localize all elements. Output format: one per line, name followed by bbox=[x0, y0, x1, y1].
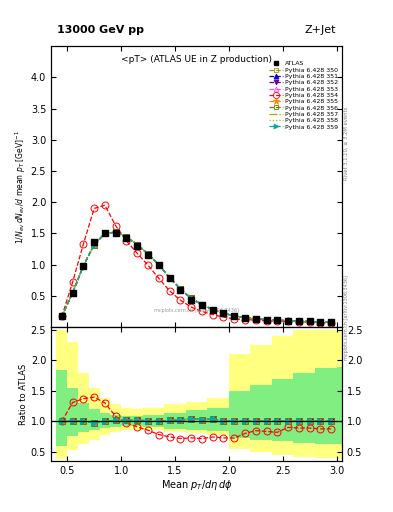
Legend: ATLAS, Pythia 6.428 350, Pythia 6.428 351, Pythia 6.428 352, Pythia 6.428 353, P: ATLAS, Pythia 6.428 350, Pythia 6.428 35… bbox=[268, 60, 339, 130]
Text: mcplots.cern.ch [arXiv:1306.3436]: mcplots.cern.ch [arXiv:1306.3436] bbox=[154, 308, 239, 313]
Text: <pT> (ATLAS UE in Z production): <pT> (ATLAS UE in Z production) bbox=[121, 54, 272, 63]
Y-axis label: $1/N_{ev}\, dN_{ev}/d$ mean $p_T$ [GeV]$^{-1}$: $1/N_{ev}\, dN_{ev}/d$ mean $p_T$ [GeV]$… bbox=[13, 130, 28, 244]
Text: Rivet 3.1.10, ≥ 3.2M events: Rivet 3.1.10, ≥ 3.2M events bbox=[344, 106, 349, 180]
X-axis label: Mean $p_T/d\eta\,d\phi$: Mean $p_T/d\eta\,d\phi$ bbox=[161, 478, 232, 493]
Y-axis label: Ratio to ATLAS: Ratio to ATLAS bbox=[19, 364, 28, 424]
Text: 13000 GeV pp: 13000 GeV pp bbox=[57, 25, 144, 35]
Text: mcplots.cern.ch [arXiv:1306.3436]: mcplots.cern.ch [arXiv:1306.3436] bbox=[344, 275, 349, 360]
Text: Z+Jet: Z+Jet bbox=[305, 25, 336, 35]
